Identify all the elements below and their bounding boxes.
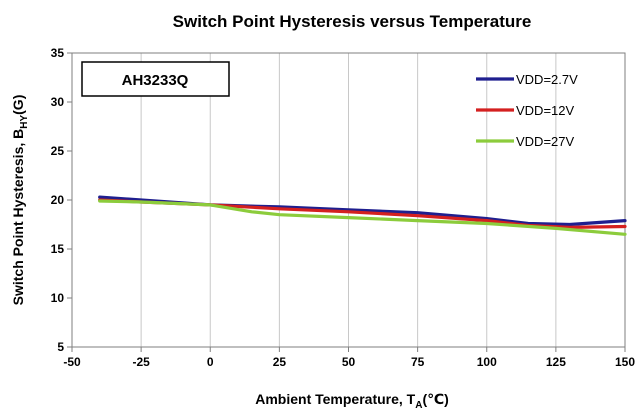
legend-entry: VDD=2.7V (516, 72, 578, 87)
x-tick-label: 50 (342, 355, 356, 369)
y-tick-label: 30 (51, 95, 65, 109)
grid-lines (140, 53, 557, 347)
y-tick-label: 20 (51, 193, 65, 207)
x-axis-label: Ambient Temperature, TA(℃) (255, 391, 449, 411)
y-tick-label: 25 (51, 144, 65, 158)
legend: VDD=2.7V VDD=12V VDD=27V (476, 72, 578, 149)
y-tick-label: 5 (57, 340, 64, 354)
x-tick-label: 125 (546, 355, 566, 369)
series-lines (98, 195, 627, 236)
device-label-box: AH3233Q (81, 61, 230, 97)
x-tick-label: -25 (132, 355, 150, 369)
y-tick-label: 35 (51, 46, 65, 60)
legend-entry: VDD=12V (516, 103, 574, 118)
x-tick-label: 0 (207, 355, 214, 369)
series-line-1 (98, 195, 627, 227)
x-tick-label: -50 (63, 355, 81, 369)
y-tick-label: 15 (51, 242, 65, 256)
x-tick-label: 75 (411, 355, 425, 369)
x-tick-labels: -50 -25 0 25 50 75 100 125 150 (63, 347, 635, 369)
x-tick-label: 150 (615, 355, 635, 369)
device-label-frame (81, 61, 230, 97)
y-tick-label: 10 (51, 291, 65, 305)
series-line-3 (98, 199, 627, 236)
legend-entry: VDD=27V (516, 134, 574, 149)
x-tick-label: 25 (273, 355, 287, 369)
device-label: AH3233Q (122, 72, 189, 89)
y-tick-labels: 5 10 15 20 25 30 35 (51, 46, 72, 354)
x-tick-label: 100 (477, 355, 497, 369)
chart-title: Switch Point Hysteresis versus Temperatu… (173, 12, 532, 31)
y-axis-label: Switch Point Hysteresis, BHY(G) (10, 95, 30, 306)
